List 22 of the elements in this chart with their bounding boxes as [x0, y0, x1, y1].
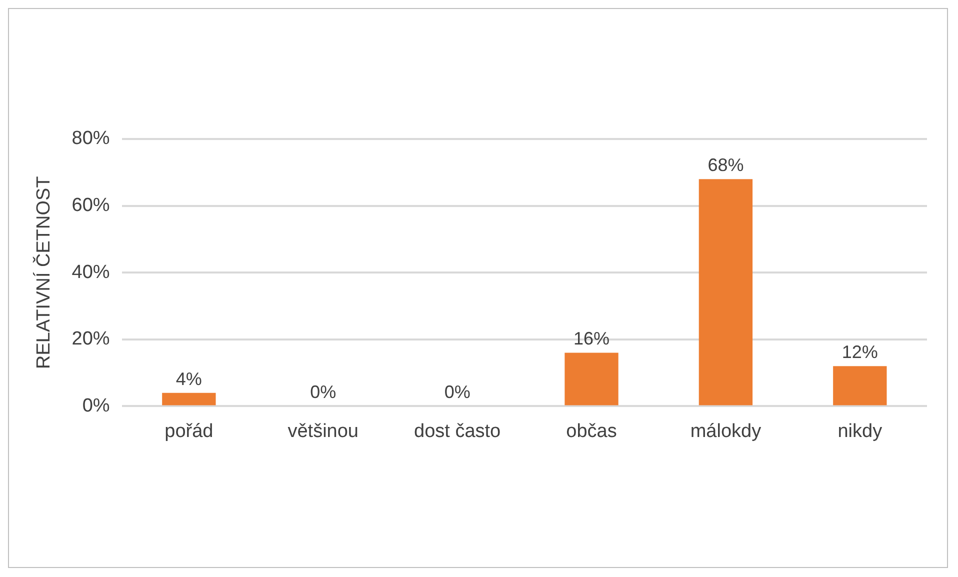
y-tick-label: 20%	[72, 328, 110, 350]
bar	[564, 352, 618, 406]
data-label: 4%	[176, 368, 202, 389]
y-tick-label: 0%	[82, 395, 110, 416]
x-tick-label: pořád	[164, 420, 214, 442]
data-label: 0%	[310, 382, 336, 402]
x-tick-label: nikdy	[838, 420, 883, 442]
y-tick-label: 40%	[72, 262, 110, 283]
x-tick-label: dost často	[414, 420, 501, 442]
x-tick-label: málokdy	[690, 420, 762, 442]
x-tick-label: většinou	[288, 420, 359, 442]
data-label: 68%	[708, 155, 744, 176]
bar	[833, 366, 887, 406]
data-label: 12%	[842, 342, 878, 362]
bar	[698, 179, 753, 406]
y-tick-label: 80%	[72, 128, 110, 150]
y-tick-label: 60%	[72, 195, 110, 216]
x-tick-label: občas	[566, 420, 617, 442]
y-axis-title: RELATIVNÍ ČETNOST	[32, 176, 55, 370]
data-label: 0%	[444, 382, 470, 402]
bar	[162, 392, 216, 406]
data-label: 16%	[573, 328, 610, 349]
